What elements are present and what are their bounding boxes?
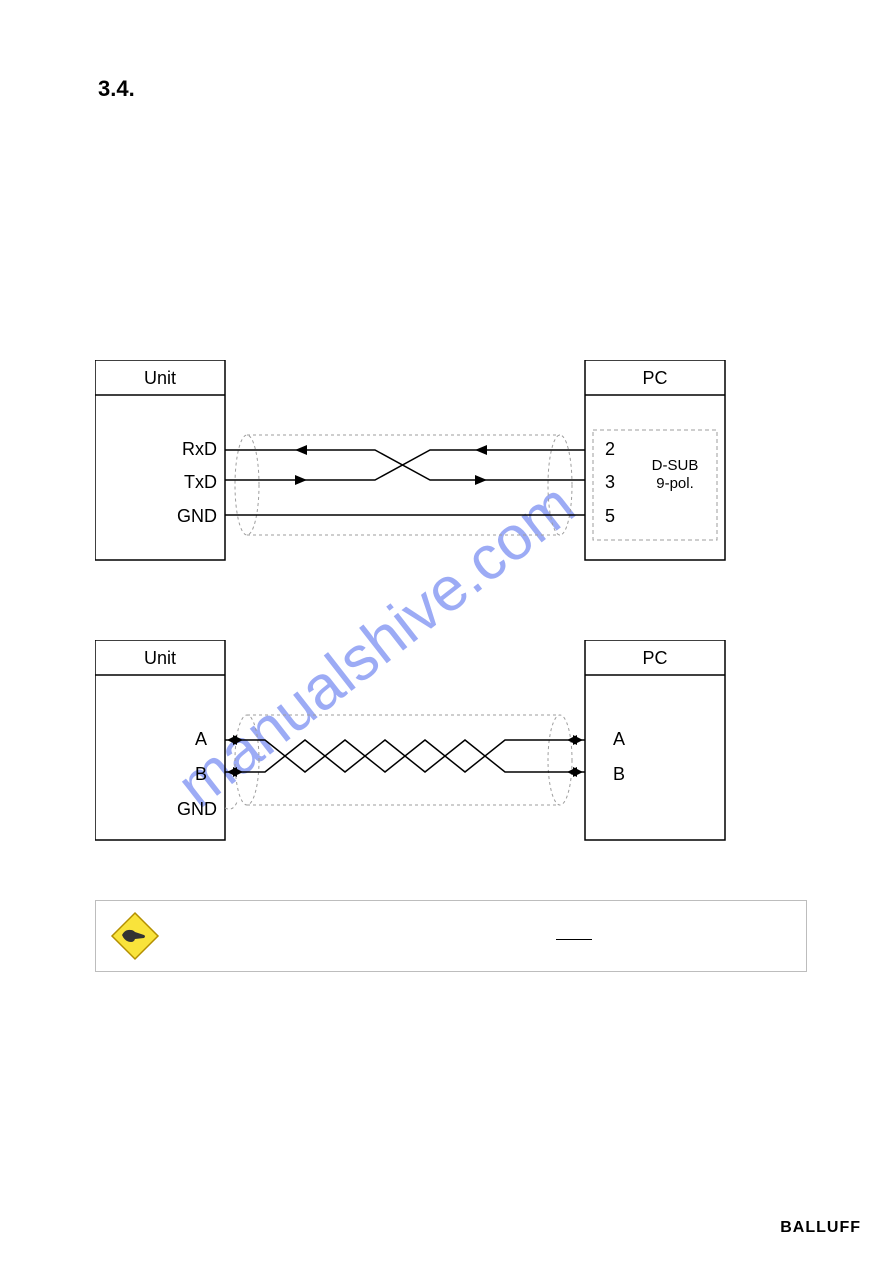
pin-gnd: GND — [177, 506, 217, 526]
diagram-rs232: Unit RxD TxD GND PC 2 3 5 D-SUB 9-pol. — [95, 360, 815, 590]
pin-a-r: A — [613, 729, 625, 749]
brand-logo: BALLUFF — [780, 1219, 861, 1237]
dsub-l2: 9-pol. — [656, 475, 694, 492]
pin-3: 3 — [605, 472, 615, 492]
unit-title-485: Unit — [144, 648, 176, 668]
pin-b-r: B — [613, 764, 625, 784]
section-number: 3.4. — [98, 76, 135, 102]
pc-title: PC — [642, 368, 667, 388]
pin-gnd-485: GND — [177, 799, 217, 819]
dsub-l1: D-SUB — [652, 457, 699, 474]
pin-5: 5 — [605, 506, 615, 526]
pin-rxd: RxD — [182, 439, 217, 459]
diagram-rs485: Unit A B GND PC A B — [95, 640, 815, 870]
hand-note-icon — [110, 911, 160, 961]
unit-title: Unit — [144, 368, 176, 388]
pin-txd: TxD — [184, 472, 217, 492]
note-underline — [556, 939, 592, 940]
pin-a-l: A — [195, 729, 207, 749]
pin-b-l: B — [195, 764, 207, 784]
note-box — [95, 900, 807, 972]
pin-2: 2 — [605, 439, 615, 459]
pc-title-485: PC — [642, 648, 667, 668]
